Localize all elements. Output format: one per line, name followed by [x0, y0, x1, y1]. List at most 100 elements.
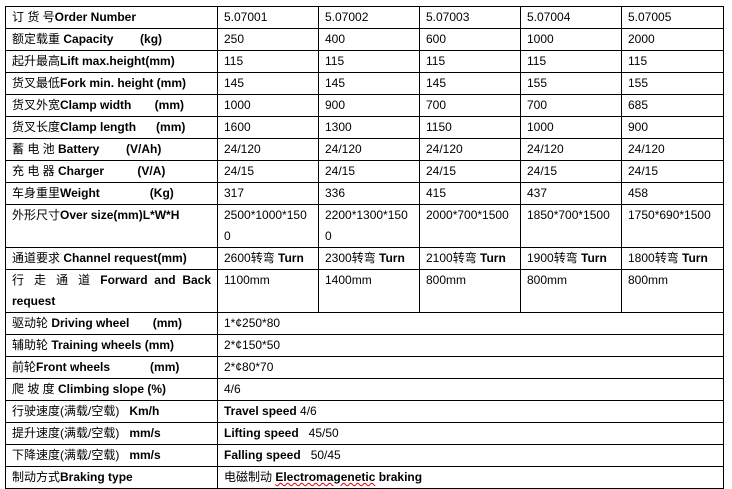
merged-value: 4/6	[296, 404, 317, 418]
value-cell: 1750*690*1500	[621, 204, 724, 248]
value-cell: 115	[520, 50, 622, 73]
merged-en: Falling speed	[224, 448, 301, 462]
value-cell: 1800转弯 Turn	[621, 247, 724, 270]
label-cn: 货叉长度	[12, 120, 61, 134]
value-cell: 155	[520, 72, 622, 95]
table-row: 提升速度(满载/空载) mm/s Lifting speed 45/50	[5, 422, 724, 445]
value-text: 2300转弯	[325, 251, 380, 265]
merged-value-cell: 2*¢80*70	[217, 356, 724, 379]
table-row: 货叉长度Clamp length (mm) 1600 1300 1150 1000 900	[5, 116, 724, 139]
label-en: Lift max.height(mm)	[60, 54, 175, 68]
value-cell: 1000	[520, 116, 622, 139]
label-en: mm/s	[119, 448, 161, 462]
spec-table: 订 货 号Order Number 5.07001 5.07002 5.07003 5.…	[5, 6, 724, 489]
value-cell: 1300	[318, 116, 420, 139]
row-label: 车身重里Weight (Kg)	[5, 182, 218, 205]
value-cell: 145	[217, 72, 319, 95]
value-cell: 24/120	[318, 138, 420, 161]
value-cell: 415	[419, 182, 521, 205]
label-cn: 货叉外宽	[12, 98, 61, 112]
table-row: 起升最高Lift max.height(mm) 115 115 115 115 115	[5, 50, 724, 73]
value-cell: 900	[318, 94, 420, 117]
row-label: 行驶速度(满载/空载) Km/h	[5, 400, 218, 423]
label-en: Climbing slope (%)	[54, 382, 167, 396]
value-cell: 5.07003	[419, 6, 521, 29]
value-cell: 115	[217, 50, 319, 73]
label-cn: 充 电 器	[12, 164, 55, 178]
value-cell: 2300转弯 Turn	[318, 247, 420, 270]
value-cell: 400	[318, 28, 420, 51]
value-cell: 24/120	[621, 138, 724, 161]
label-en: Fork min. height (mm)	[60, 76, 187, 90]
row-label: 行 走 通 道 Forward and Back request	[5, 269, 218, 313]
value-cell: 5.07001	[217, 6, 319, 29]
label-en: mm/s	[119, 426, 161, 440]
value-cell: 700	[520, 94, 622, 117]
table-row: 订 货 号Order Number 5.07001 5.07002 5.07003 5.…	[5, 6, 724, 29]
label-cn: 制动方式	[12, 470, 61, 484]
merged-value: 2*¢150*50	[224, 338, 281, 352]
merged-value: 45/50	[298, 426, 339, 440]
table-row: 行 走 通 道 Forward and Back request 1100mm 14…	[5, 269, 724, 313]
label-en: Battery (V/Ah)	[54, 142, 162, 156]
value-cell: 5.07004	[520, 6, 622, 29]
table-row: 蓄 电 池 Battery (V/Ah) 24/120 24/120 24/120 24…	[5, 138, 724, 161]
value-cell: 1100mm	[217, 269, 319, 313]
value-cell: 2200*1300*1500	[318, 204, 420, 248]
value-cell: 800mm	[621, 269, 724, 313]
table-row: 额定载重 Capacity (kg) 250 400 600 1000 2000	[5, 28, 724, 51]
merged-value-cell: 电磁制动 Electromagenetic braking	[217, 466, 724, 489]
value-unit: Turn	[480, 251, 506, 265]
row-label: 爬 坡 度 Climbing slope (%)	[5, 378, 218, 401]
value-text: 2100转弯	[426, 251, 481, 265]
row-label: 起升最高Lift max.height(mm)	[5, 50, 218, 73]
label-en: Capacity (kg)	[60, 32, 163, 46]
value-cell: 115	[419, 50, 521, 73]
merged-en: Lifting speed	[224, 426, 299, 440]
value-cell: 800mm	[419, 269, 521, 313]
value-cell: 5.07002	[318, 6, 420, 29]
label-en: Clamp length (mm)	[60, 120, 186, 134]
label-en: Braking type	[60, 470, 133, 484]
row-label: 货叉最低Fork min. height (mm)	[5, 72, 218, 95]
label-cn: 外形尺寸	[12, 208, 61, 222]
value-cell: 1150	[419, 116, 521, 139]
label-en: Km/h	[119, 404, 160, 418]
merged-value: 50/45	[300, 448, 341, 462]
merged-value: braking	[375, 470, 423, 484]
spec-table-body: 订 货 号Order Number 5.07001 5.07002 5.07003 5.…	[5, 6, 724, 489]
value-cell: 685	[621, 94, 724, 117]
table-row: 充 电 器 Charger (V/A) 24/15 24/15 24/15 24/15 2…	[5, 160, 724, 183]
merged-en: Travel speed	[224, 404, 297, 418]
label-en: Front wheels (mm)	[36, 360, 180, 374]
label-cn: 驱动轮	[12, 316, 49, 330]
value-cell: 24/120	[217, 138, 319, 161]
row-label: 充 电 器 Charger (V/A)	[5, 160, 218, 183]
value-text: 1900转弯	[527, 251, 582, 265]
value-cell: 1850*700*1500	[520, 204, 622, 248]
value-cell: 115	[621, 50, 724, 73]
table-row: 驱动轮 Driving wheel (mm) 1*¢250*80	[5, 312, 724, 335]
value-cell: 1000	[217, 94, 319, 117]
label-cn: 前轮	[12, 360, 37, 374]
table-row: 外形尺寸Over size(mm)L*W*H 2500*1000*1500 2200…	[5, 204, 724, 248]
label-cn: 起升最高	[12, 54, 61, 68]
value-cell: 145	[419, 72, 521, 95]
value-cell: 2600转弯 Turn	[217, 247, 319, 270]
value-cell: 5.07005	[621, 6, 724, 29]
merged-value-cell: 1*¢250*80	[217, 312, 724, 335]
merged-value: 2*¢80*70	[224, 360, 274, 374]
table-row: 通道要求 Channel request(mm) 2600转弯 Turn 2300转…	[5, 247, 724, 270]
label-en: Over size(mm)L*W*H	[60, 208, 180, 222]
merged-value: 4/6	[224, 382, 241, 396]
table-row: 行驶速度(满载/空载) Km/h Travel speed 4/6	[5, 400, 724, 423]
row-label: 外形尺寸Over size(mm)L*W*H	[5, 204, 218, 248]
value-text: 2600转弯	[224, 251, 279, 265]
value-cell: 600	[419, 28, 521, 51]
table-row: 爬 坡 度 Climbing slope (%) 4/6	[5, 378, 724, 401]
label-cn: 货叉最低	[12, 76, 61, 90]
value-cell: 900	[621, 116, 724, 139]
merged-value-cell: 2*¢150*50	[217, 334, 724, 357]
value-unit: Turn	[379, 251, 405, 265]
value-cell: 145	[318, 72, 420, 95]
